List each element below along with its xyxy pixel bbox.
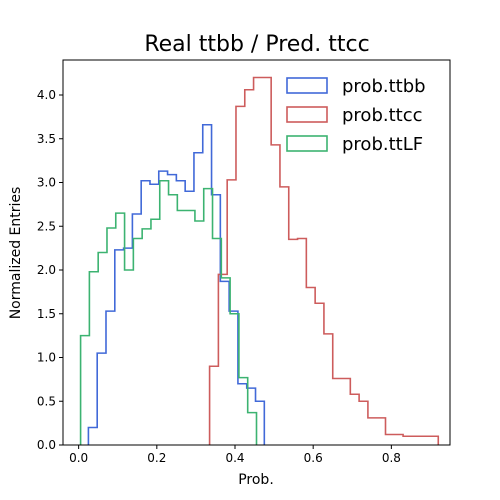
legend: prob.ttbb prob.ttcc prob.ttLF <box>286 76 426 155</box>
y-tick-label: 3.0 <box>37 176 56 190</box>
y-tick-label: 2.5 <box>37 219 56 233</box>
y-tick-label: 0.5 <box>37 394 56 408</box>
x-axis-label: Prob. <box>238 472 274 488</box>
x-axis: 0.0 0.2 0.4 0.6 0.8 <box>69 445 401 465</box>
y-tick-label: 1.0 <box>37 351 56 365</box>
y-axis: 0.0 0.5 1.0 1.5 2.0 2.5 3.0 3.5 4.0 <box>37 88 63 452</box>
y-tick-label: 2.0 <box>37 263 56 277</box>
legend-label: prob.ttLF <box>342 134 423 155</box>
legend-label: prob.ttbb <box>342 76 426 97</box>
legend-swatch <box>286 135 328 152</box>
y-axis-label: Normalized Entries <box>8 187 24 320</box>
x-tick-label: 0.2 <box>147 451 166 465</box>
x-tick-label: 0.4 <box>225 451 244 465</box>
y-tick-label: 1.5 <box>37 307 56 321</box>
chart-title: Real ttbb / Pred. ttcc <box>144 32 369 57</box>
plot-area <box>79 76 440 445</box>
legend-swatch <box>286 77 328 94</box>
histogram-series-0 <box>87 123 266 445</box>
x-tick-label: 0.6 <box>304 451 323 465</box>
y-tick-label: 0.0 <box>37 438 56 452</box>
x-tick-label: 0.0 <box>69 451 88 465</box>
x-tick-label: 0.8 <box>382 451 401 465</box>
y-tick-label: 4.0 <box>37 88 56 102</box>
histogram-series-2 <box>79 179 258 445</box>
legend-swatch <box>286 106 328 123</box>
y-tick-label: 3.5 <box>37 132 56 146</box>
histogram-series-1 <box>208 76 440 445</box>
axes-frame <box>62 59 451 446</box>
legend-label: prob.ttcc <box>342 105 423 126</box>
